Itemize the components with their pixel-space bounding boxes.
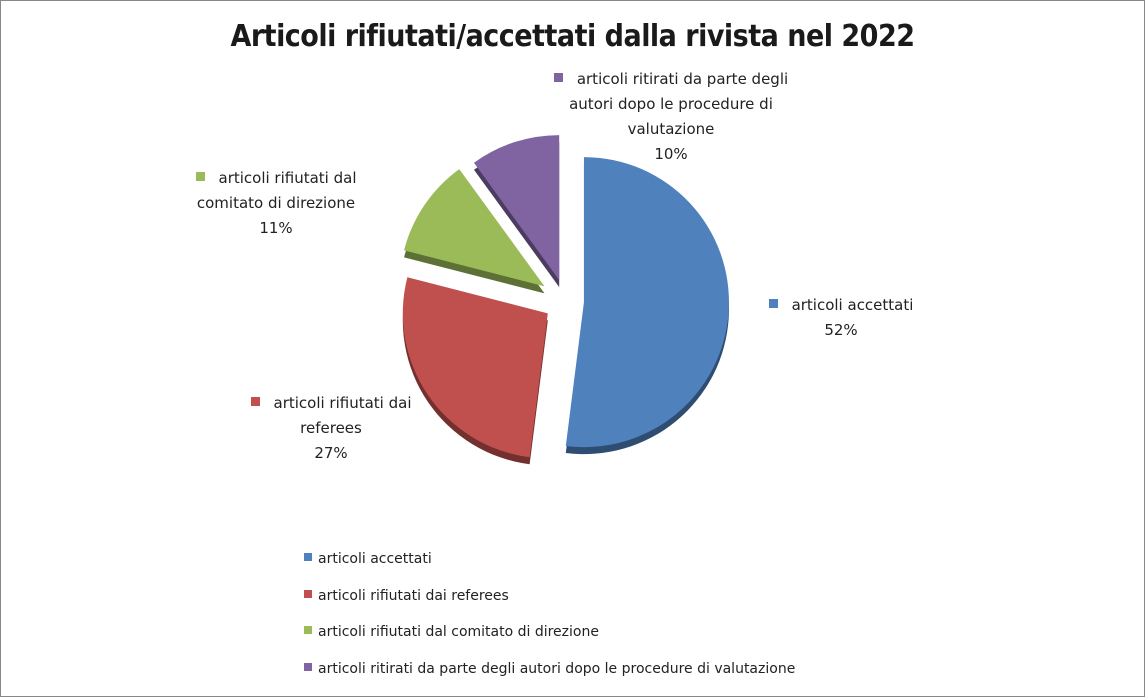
legend-label: articoli rifiutati dal comitato di direz…	[318, 624, 599, 640]
legend-label: articoli rifiutati dai referees	[318, 587, 509, 604]
label-value: 11%	[259, 219, 293, 237]
data-label: articoli rifiutati dai referees 27%	[231, 391, 431, 466]
legend-item: articoli rifiutati dai referees	[304, 588, 509, 604]
legend-item: articoli ritirati da parte degli autori …	[304, 661, 795, 677]
legend-label: articoli ritirati da parte degli autori …	[318, 660, 796, 677]
slice	[565, 157, 729, 448]
label-category: articoli rifiutati dai referees	[273, 394, 412, 437]
label-value: 52%	[824, 321, 858, 339]
slice	[473, 135, 560, 281]
legend-item: articoli rifiutati dal comitato di direz…	[304, 624, 599, 640]
label-marker	[195, 172, 205, 181]
legend-marker	[304, 553, 312, 561]
label-marker	[768, 299, 778, 308]
legend-item: articoli accettati	[304, 551, 432, 567]
legend-marker	[304, 662, 312, 671]
data-label: articoli accettati 52%	[741, 293, 941, 343]
label-category: articoli rifiutati dal comitato di direz…	[196, 169, 357, 212]
data-label: articoli ritirati da parte degli autori …	[546, 67, 796, 167]
slice	[404, 169, 545, 287]
label-category: articoli ritirati da parte degli autori …	[569, 70, 789, 138]
label-marker	[553, 73, 563, 82]
label-value: 10%	[654, 145, 688, 163]
legend-label: articoli accettati	[318, 551, 432, 567]
label-value: 27%	[314, 444, 348, 462]
data-label: articoli rifiutati dal comitato di direz…	[161, 166, 391, 241]
label-category: articoli accettati	[791, 296, 914, 314]
label-marker	[250, 397, 260, 406]
legend-marker	[304, 589, 312, 598]
chart-title: Articoli rifiutati/accettati dalla rivis…	[230, 19, 915, 54]
slice	[402, 277, 548, 458]
legend-marker	[304, 626, 312, 634]
